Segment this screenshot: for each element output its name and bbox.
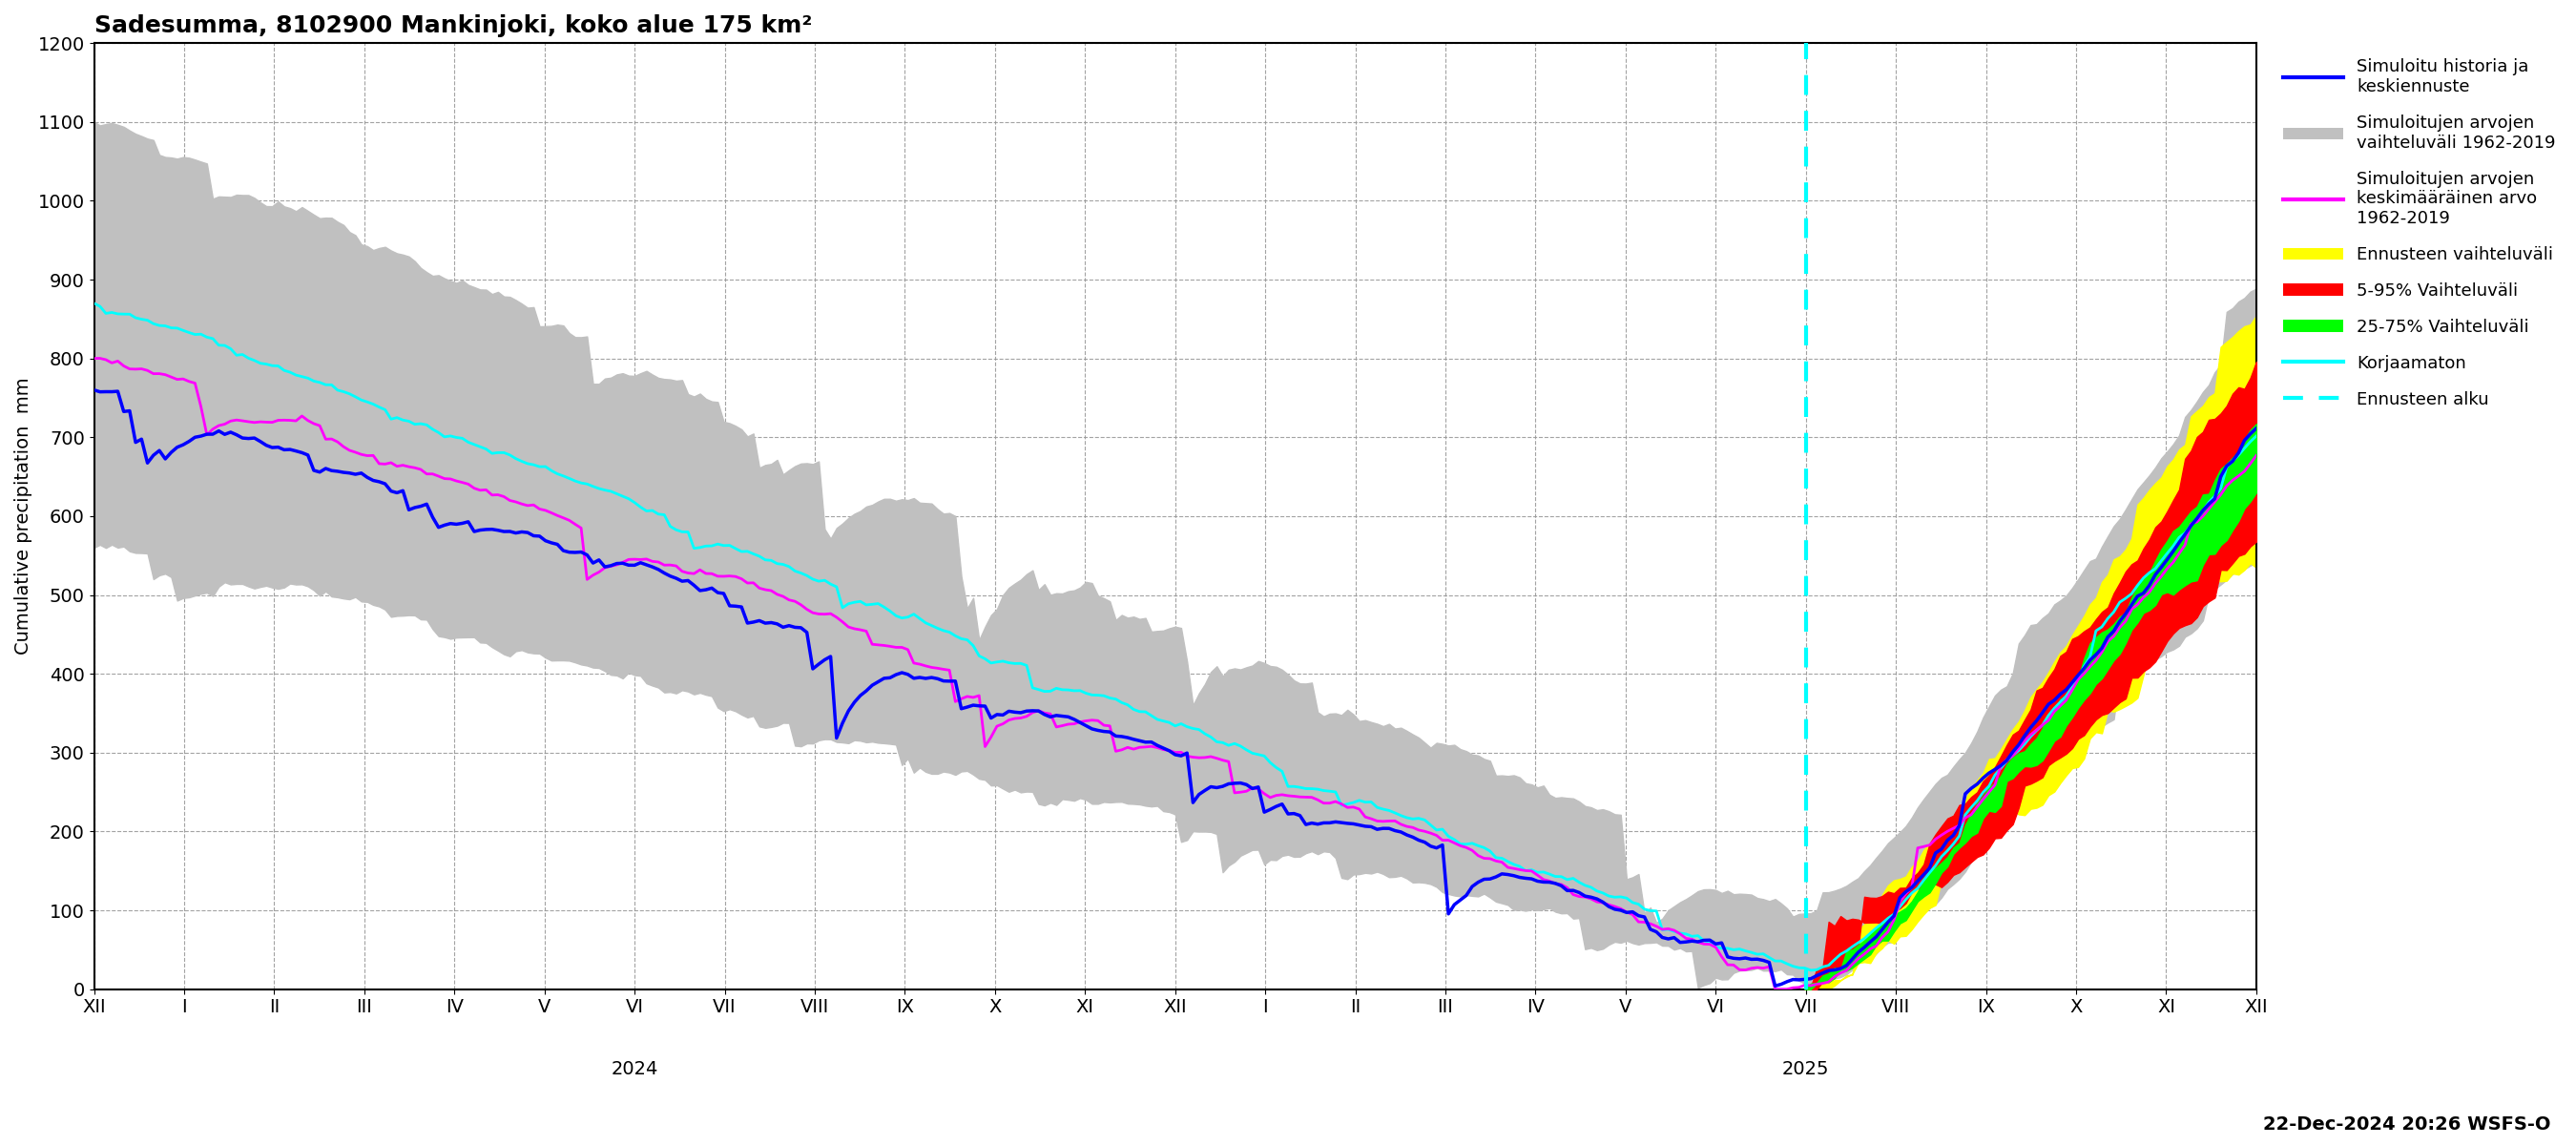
Text: 2024: 2024 — [611, 1060, 657, 1079]
Text: 22-Dec-2024 20:26 WSFS-O: 22-Dec-2024 20:26 WSFS-O — [2262, 1115, 2550, 1134]
Text: 2025: 2025 — [1783, 1060, 1829, 1079]
Y-axis label: Cumulative precipitation  mm: Cumulative precipitation mm — [15, 378, 33, 655]
Legend: Simuloitu historia ja
keskiennuste, Simuloitujen arvojen
vaihteluväli 1962-2019,: Simuloitu historia ja keskiennuste, Simu… — [2275, 52, 2563, 414]
Text: Sadesumma, 8102900 Mankinjoki, koko alue 175 km²: Sadesumma, 8102900 Mankinjoki, koko alue… — [93, 14, 811, 37]
